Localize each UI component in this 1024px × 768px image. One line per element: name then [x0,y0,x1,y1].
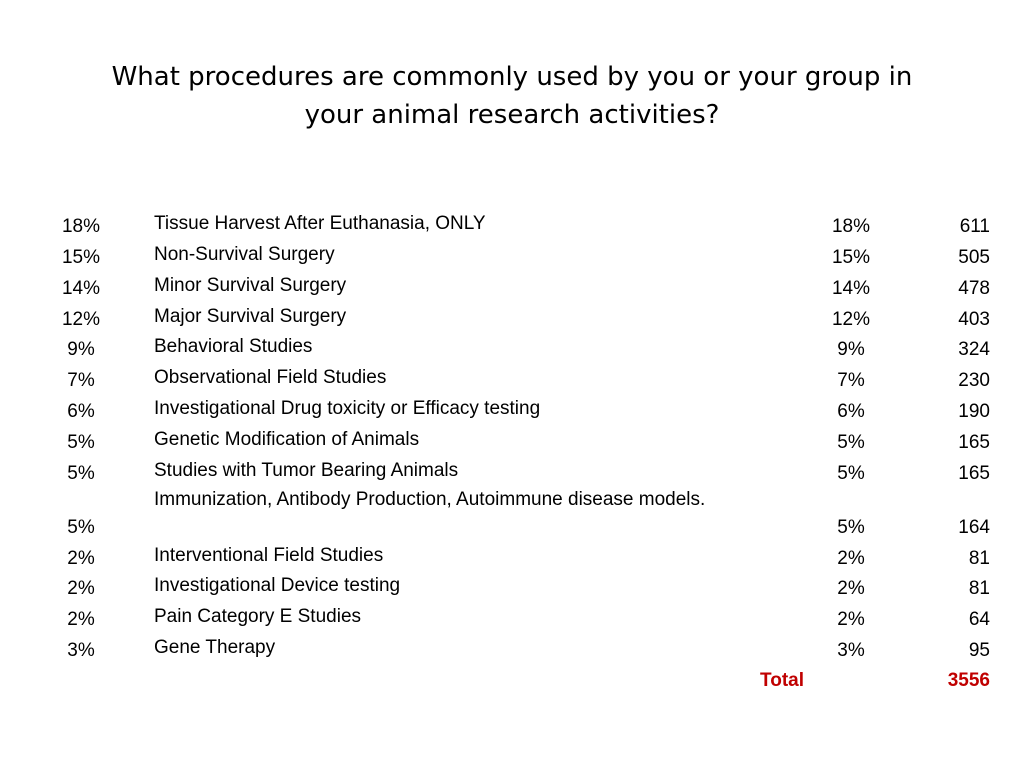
row-count: 324 [958,339,990,360]
row-count: 403 [958,309,990,330]
row-percent-right: 14% [831,278,871,299]
row-count: 190 [958,401,990,422]
row-percent-right: 15% [831,247,871,268]
row-percent-right: 9% [837,339,865,360]
row-procedure-label: Genetic Modification of Animals [154,429,420,450]
row-procedure-label: Investigational Device testing [154,575,401,596]
row-count: 165 [958,463,990,484]
row-percent-right: 18% [831,216,871,237]
row-count: 95 [968,640,990,661]
row-procedure-label: Studies with Tumor Bearing Animals [154,460,459,481]
row-procedure-label: Gene Therapy [154,637,276,658]
row-percent-right: 2% [837,578,865,599]
row-percent-left: 2% [67,578,95,599]
row-procedure-label: Observational Field Studies [154,367,387,388]
row-percent-right: 5% [837,432,865,453]
row-percent-left: 9% [67,339,95,360]
row-percent-right: 2% [837,548,865,569]
row-percent-right: 6% [837,401,865,422]
row-percent-right: 5% [837,517,865,538]
row-procedure-label: Immunization, Antibody Production, Autoi… [154,489,706,510]
row-percent-left: 7% [67,370,95,391]
row-percent-left: 15% [61,247,101,268]
row-count: 81 [968,548,990,569]
row-percent-right: 5% [837,463,865,484]
row-procedure-label: Major Survival Surgery [154,306,347,327]
row-count: 230 [958,370,990,391]
row-procedure-label: Pain Category E Studies [154,606,362,627]
row-procedure-label: Interventional Field Studies [154,545,384,566]
slide-title: What procedures are commonly used by you… [60,58,964,134]
row-count: 165 [958,432,990,453]
row-procedure-label: Minor Survival Surgery [154,275,347,296]
title-line-1: What procedures are commonly used by you… [111,62,913,92]
row-procedure-label: Non-Survival Surgery [154,244,335,265]
row-percent-left: 2% [67,548,95,569]
row-procedure-label: Tissue Harvest After Euthanasia, ONLY [154,213,486,234]
total-value: 3556 [947,670,990,691]
total-label: Total [760,670,804,691]
row-percent-right: 3% [837,640,865,661]
row-count: 611 [959,216,990,237]
row-percent-left: 6% [67,401,95,422]
row-percent-right: 12% [831,309,871,330]
row-percent-left: 18% [61,216,101,237]
row-percent-right: 2% [837,609,865,630]
row-percent-left: 5% [67,463,95,484]
row-percent-left: 5% [67,517,95,538]
row-percent-left: 3% [67,640,95,661]
title-line-2: your animal research activities? [304,100,720,130]
row-count: 81 [968,578,990,599]
row-percent-left: 2% [67,609,95,630]
row-count: 164 [958,517,990,538]
row-percent-left: 14% [61,278,101,299]
row-procedure-label: Behavioral Studies [154,336,313,357]
row-procedure-label: Investigational Drug toxicity or Efficac… [154,398,541,419]
row-percent-right: 7% [837,370,865,391]
row-percent-left: 5% [67,432,95,453]
row-percent-left: 12% [61,309,101,330]
row-count: 505 [958,247,990,268]
row-count: 64 [968,609,990,630]
row-count: 478 [958,278,990,299]
